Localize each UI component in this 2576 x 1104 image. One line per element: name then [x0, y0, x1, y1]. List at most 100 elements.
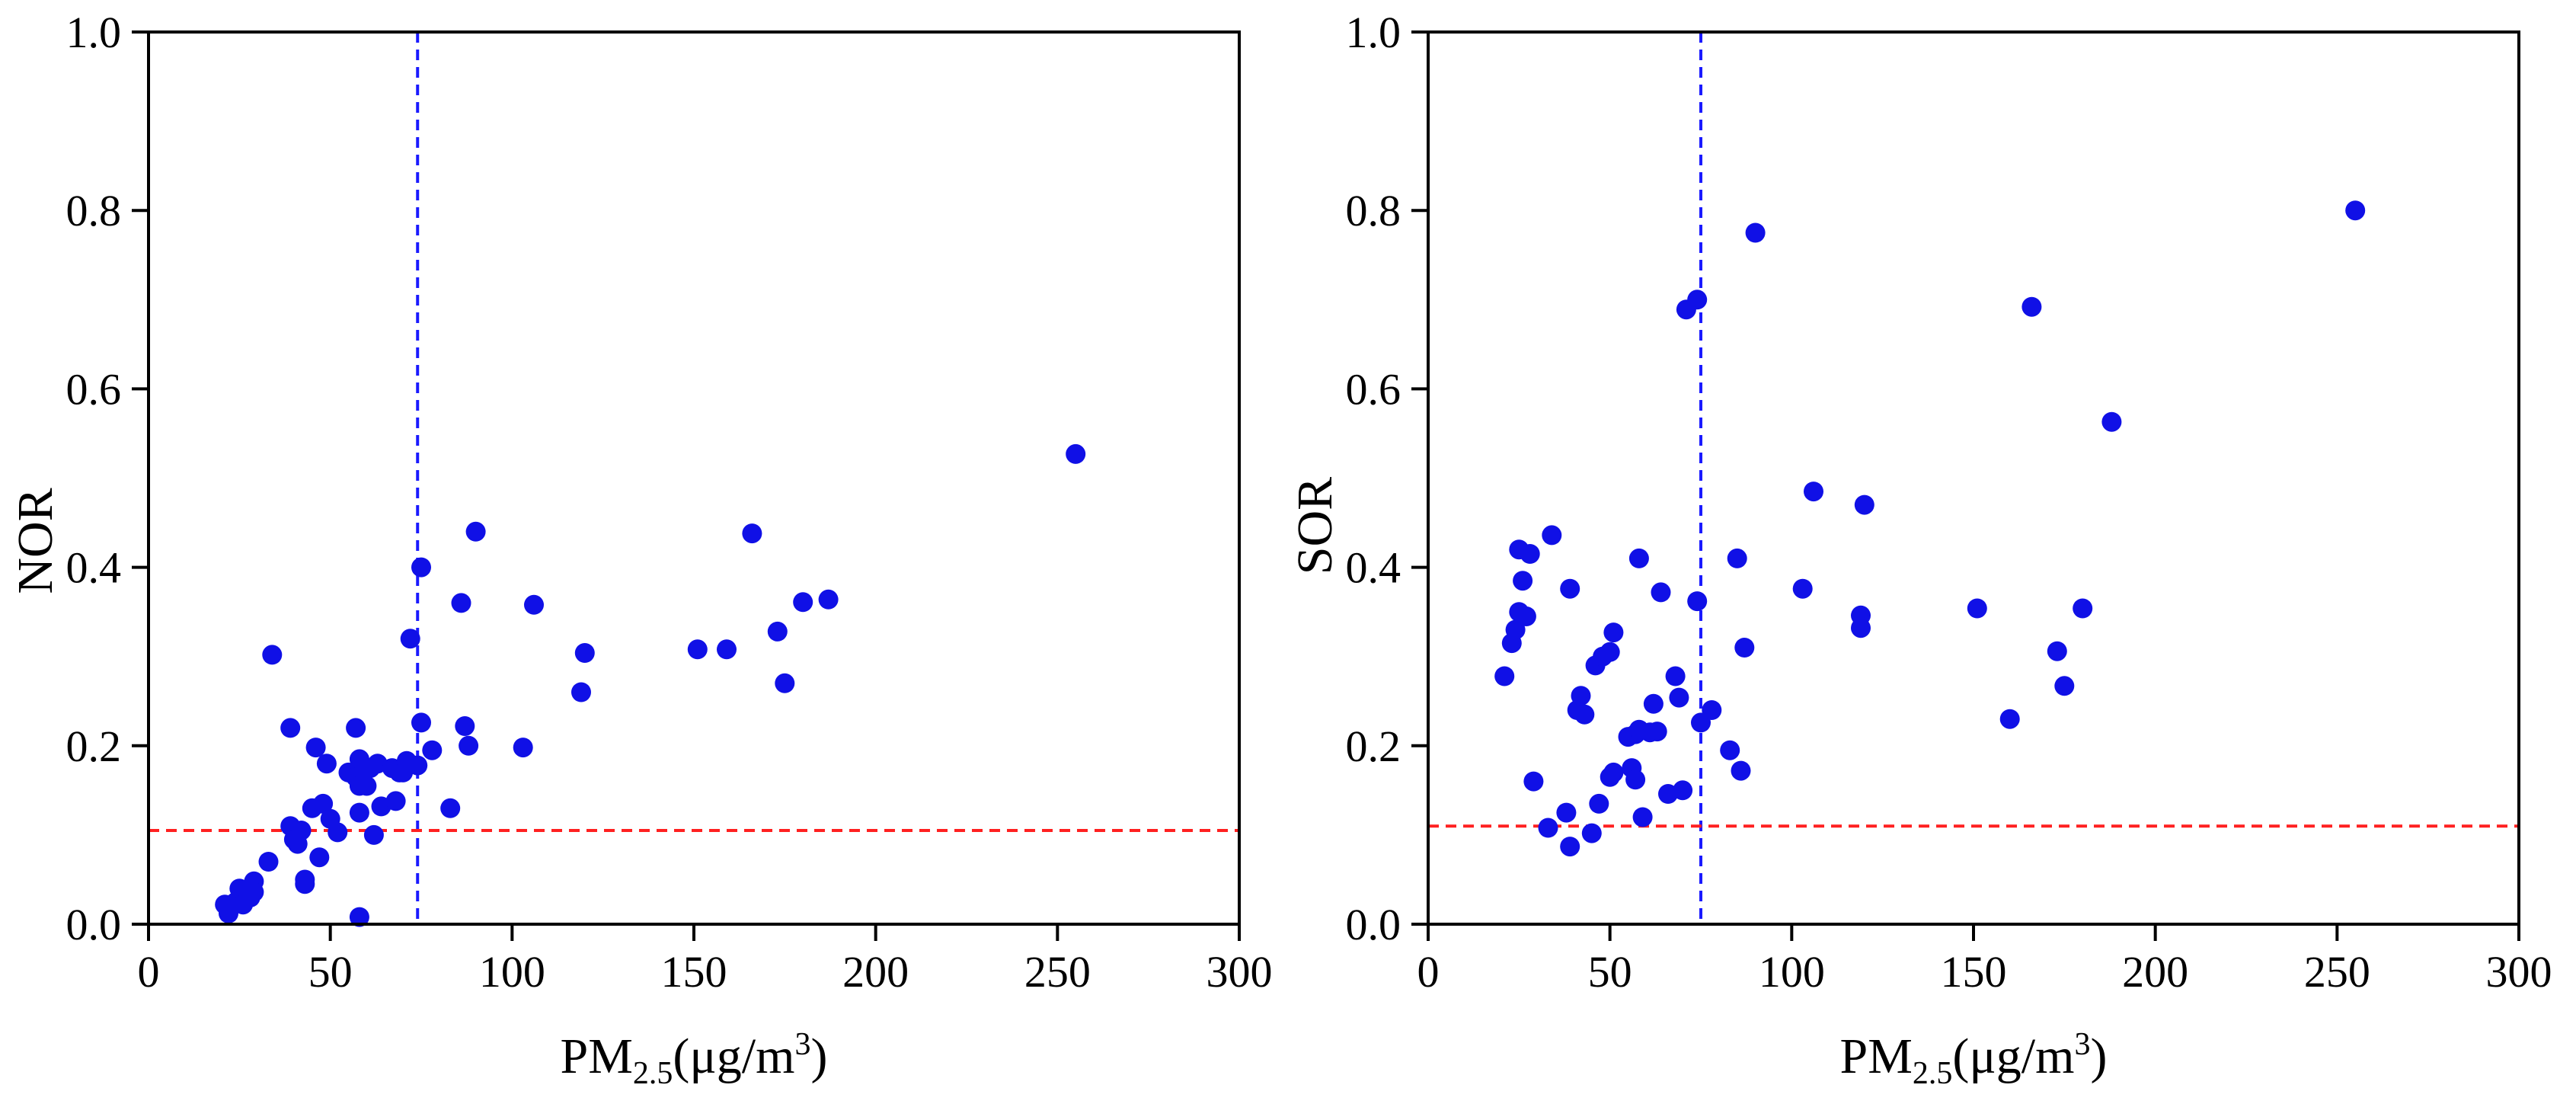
nor-data-point [349, 907, 369, 927]
nor-data-point [465, 521, 486, 542]
sor-data-point [1556, 802, 1577, 823]
nor-data-point [295, 874, 315, 894]
nor-scatter-panel: 0 50 100 150 200 250 300 0.0 0.2 0.4 0.6 0.8 1.0 NOR… [8, 8, 1273, 1091]
nor-x-title-superscript: 3 [794, 1027, 810, 1062]
sor-y-tick-label: 0.4 [1346, 543, 1401, 593]
nor-data-point [262, 645, 283, 665]
nor-data-point [328, 822, 348, 843]
sor-x-tick-label: 150 [1941, 947, 2007, 997]
sor-data-point [1745, 222, 1766, 243]
nor-y-tick-label: 0.4 [66, 543, 122, 593]
sor-scatter-panel: 0 50 100 150 200 250 300 0.0 0.2 0.4 0.6 0.8 1.0 SOR… [1287, 8, 2552, 1091]
sor-x-title-subscript: 2.5 [1913, 1056, 1953, 1091]
nor-data-point [411, 712, 431, 733]
sor-data-point [1516, 606, 1536, 626]
nor-x-axis-title: PM2.5(μg/m3) [561, 1027, 828, 1091]
nor-data-point [305, 738, 326, 758]
sor-data-point [1494, 666, 1515, 686]
sor-x-title-superscript: 3 [2074, 1027, 2090, 1062]
nor-y-axis-title: NOR [8, 488, 63, 594]
sor-data-point [1520, 544, 1540, 564]
nor-data-point [244, 882, 264, 902]
nor-x-tick-label: 0 [138, 947, 160, 997]
sor-data-point [1581, 823, 1602, 843]
sor-data-point [2054, 676, 2075, 696]
sor-data-point [2047, 641, 2067, 661]
sor-data-point [1643, 693, 1664, 714]
nor-data-point [258, 852, 279, 872]
nor-x-title-unit: (μg/m [673, 1029, 794, 1084]
nor-y-tick-label: 0.6 [66, 364, 122, 414]
sor-data-point [1727, 548, 1747, 568]
nor-data-point [313, 793, 334, 814]
sor-x-tick-label: 200 [2122, 947, 2188, 997]
nor-x-tick-label: 300 [1207, 947, 1273, 997]
sor-data-point [1687, 591, 1708, 612]
nor-data-point [440, 798, 461, 818]
nor-x-tick-label: 200 [842, 947, 909, 997]
sor-data-point [1513, 571, 1533, 591]
sor-x-title-unit: (μg/m [1952, 1029, 2074, 1084]
nor-data-point [793, 592, 813, 613]
nor-y-tick-label: 0.0 [66, 900, 122, 949]
nor-data-point [717, 639, 737, 660]
sor-y-tick-label: 0.0 [1346, 900, 1401, 949]
nor-y-tick-label: 0.8 [66, 186, 122, 235]
sor-y-tick-label: 0.2 [1346, 722, 1401, 771]
nor-data-point [742, 523, 762, 544]
nor-data-point [574, 643, 595, 663]
nor-data-point [346, 718, 366, 738]
sor-y-axis-title: SOR [1287, 477, 1343, 574]
sor-x-tick-label: 100 [1759, 947, 1825, 997]
sor-data-point [1560, 578, 1580, 599]
sor-data-point [2073, 598, 2093, 619]
sor-x-tick-label: 50 [1588, 947, 1632, 997]
sor-data-point [1669, 687, 1689, 708]
sor-data-point [1603, 622, 1624, 643]
sor-data-point [1731, 760, 1751, 781]
sor-data-point [1854, 494, 1874, 515]
sor-data-point [1792, 578, 1813, 599]
sor-data-point [1651, 582, 1671, 603]
nor-data-point [400, 629, 420, 649]
sor-data-point [1647, 722, 1667, 742]
sor-data-point [1571, 686, 1591, 706]
sor-data-point [1851, 605, 1871, 626]
nor-data-point [363, 824, 384, 845]
sor-x-tick-label: 300 [2486, 947, 2552, 997]
sor-data-point [1542, 525, 1562, 546]
sor-data-point [1589, 793, 1609, 814]
sor-y-tick-label: 0.8 [1346, 186, 1401, 235]
nor-data-point [571, 682, 591, 702]
sor-data-point [1538, 818, 1558, 838]
nor-x-tick-label: 100 [479, 947, 545, 997]
sor-x-title-main: PM [1840, 1029, 1913, 1084]
nor-data-point [385, 791, 406, 811]
nor-x-tick-label: 150 [661, 947, 727, 997]
nor-data-point [349, 802, 369, 823]
nor-data-point [775, 673, 795, 693]
nor-data-point [356, 776, 377, 796]
sor-y-tick-label: 1.0 [1346, 8, 1401, 57]
nor-data-point [291, 821, 312, 840]
nor-data-point [280, 718, 301, 738]
nor-y-tick-label: 1.0 [66, 8, 122, 57]
nor-data-point [309, 847, 330, 868]
nor-x-title-subscript: 2.5 [633, 1056, 673, 1091]
sor-data-point [1687, 290, 1708, 310]
sor-data-point [2345, 200, 2366, 221]
nor-data-point [422, 740, 443, 760]
nor-data-point [451, 593, 471, 613]
nor-data-point [459, 735, 479, 756]
sor-data-point [1523, 771, 1544, 792]
sor-data-point [1734, 638, 1755, 658]
sor-x-tick-label: 0 [1417, 947, 1440, 997]
sor-data-point [1804, 482, 1823, 502]
sor-x-tick-label: 250 [2304, 947, 2370, 997]
nor-data-point [513, 738, 533, 758]
nor-data-point [407, 755, 428, 776]
sor-data-point [1673, 780, 1693, 801]
sor-data-point [1702, 700, 1722, 720]
nor-x-title-unit-close: ) [810, 1029, 827, 1084]
